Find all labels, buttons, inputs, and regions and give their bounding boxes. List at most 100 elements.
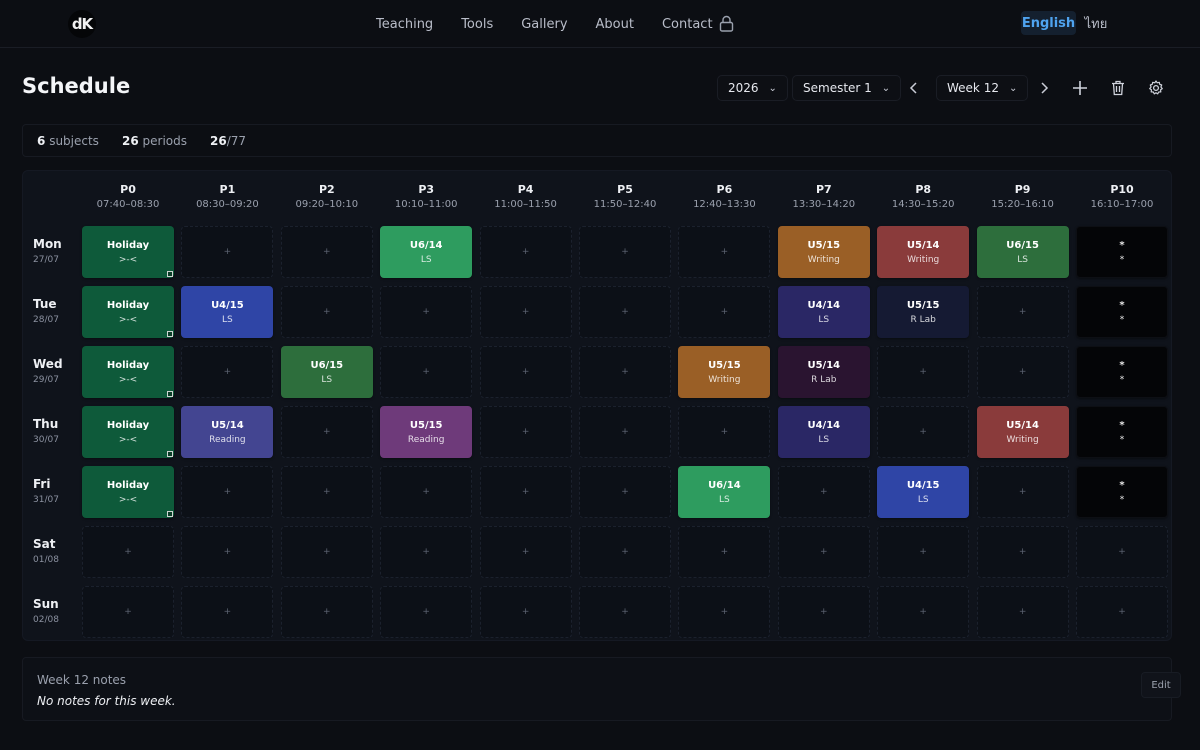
empty-cell-add[interactable]: + (380, 286, 473, 338)
empty-cell-add[interactable]: + (579, 406, 671, 458)
nav-link-contact[interactable]: Contact (661, 16, 713, 32)
schedule-cell[interactable]: * * (1076, 406, 1168, 458)
semester-select[interactable]: Semester 1 ⌄ (792, 75, 902, 101)
empty-cell-add[interactable]: + (82, 526, 174, 578)
schedule-cell[interactable]: U4/14 LS (777, 406, 870, 458)
empty-cell-add[interactable]: + (1076, 586, 1168, 638)
schedule-cell[interactable]: U5/14 Writing (976, 406, 1069, 458)
empty-cell-add[interactable]: + (479, 286, 572, 338)
nav-link-teaching[interactable]: Teaching (376, 16, 434, 32)
resize-handle-icon[interactable] (167, 331, 173, 337)
empty-cell-add[interactable]: + (280, 526, 373, 578)
empty-cell-add[interactable]: + (579, 226, 671, 278)
empty-cell-add[interactable]: + (579, 286, 671, 338)
resize-handle-icon[interactable] (167, 271, 173, 277)
nav-link-about[interactable]: About (595, 16, 634, 32)
schedule-cell[interactable]: U5/14 Reading (181, 406, 274, 458)
lang-thai-button[interactable]: ไทย (1084, 16, 1108, 32)
empty-cell-add[interactable]: + (877, 406, 970, 458)
empty-cell-add[interactable]: + (380, 526, 473, 578)
schedule-cell[interactable]: U4/15 LS (877, 466, 970, 518)
empty-cell-add[interactable]: + (976, 286, 1069, 338)
schedule-cell[interactable]: Holiday >-< (82, 346, 174, 398)
empty-cell-add[interactable]: + (479, 226, 572, 278)
schedule-cell[interactable]: Holiday >-< (82, 226, 174, 278)
empty-cell-add[interactable]: + (380, 586, 473, 638)
empty-cell-add[interactable]: + (181, 466, 274, 518)
schedule-cell[interactable]: * * (1076, 286, 1168, 338)
schedule-cell[interactable]: U5/14 Writing (877, 226, 970, 278)
site-logo[interactable]: dK (68, 10, 96, 38)
empty-cell-add[interactable]: + (777, 526, 870, 578)
empty-cell-add[interactable]: + (678, 406, 771, 458)
schedule-cell[interactable]: U4/14 LS (777, 286, 870, 338)
empty-cell-add[interactable]: + (579, 586, 671, 638)
empty-cell-add[interactable]: + (479, 526, 572, 578)
resize-handle-icon[interactable] (167, 391, 173, 397)
delete-button[interactable] (1108, 78, 1128, 98)
empty-cell-add[interactable]: + (280, 406, 373, 458)
empty-cell-add[interactable]: + (181, 346, 274, 398)
empty-cell-add[interactable]: + (479, 346, 572, 398)
lock-icon[interactable] (719, 15, 734, 32)
empty-cell-add[interactable]: + (976, 526, 1069, 578)
empty-cell-add[interactable]: + (280, 286, 373, 338)
empty-cell-add[interactable]: + (82, 586, 174, 638)
empty-cell-add[interactable]: + (579, 346, 671, 398)
schedule-cell[interactable]: U5/15 Writing (777, 226, 870, 278)
prev-week-button[interactable] (904, 78, 924, 98)
schedule-cell[interactable]: Holiday >-< (82, 406, 174, 458)
nav-link-gallery[interactable]: Gallery (521, 16, 568, 32)
empty-cell-add[interactable]: + (777, 586, 870, 638)
empty-cell-add[interactable]: + (479, 406, 572, 458)
settings-button[interactable] (1146, 78, 1166, 98)
schedule-cell[interactable]: U6/14 LS (380, 226, 473, 278)
empty-cell-add[interactable]: + (877, 526, 970, 578)
empty-cell-add[interactable]: + (976, 466, 1069, 518)
empty-cell-add[interactable]: + (678, 286, 771, 338)
empty-cell-add[interactable]: + (280, 586, 373, 638)
empty-cell-add[interactable]: + (1076, 526, 1168, 578)
empty-cell-add[interactable]: + (181, 226, 274, 278)
empty-cell-add[interactable]: + (976, 586, 1069, 638)
empty-cell-add[interactable]: + (777, 466, 870, 518)
year-select[interactable]: 2026 ⌄ (717, 75, 788, 101)
schedule-cell[interactable]: Holiday >-< (82, 466, 174, 518)
empty-cell-add[interactable]: + (181, 586, 274, 638)
empty-cell-add[interactable]: + (678, 226, 771, 278)
week-select[interactable]: Week 12 ⌄ (936, 75, 1029, 101)
empty-cell-add[interactable]: + (280, 226, 373, 278)
empty-cell-add[interactable]: + (479, 466, 572, 518)
empty-cell-add[interactable]: + (280, 466, 373, 518)
empty-cell-add[interactable]: + (976, 346, 1069, 398)
schedule-cell[interactable]: Holiday >-< (82, 286, 174, 338)
empty-cell-add[interactable]: + (181, 526, 274, 578)
next-week-button[interactable] (1034, 78, 1054, 98)
empty-cell-add[interactable]: + (479, 586, 572, 638)
empty-cell-add[interactable]: + (380, 346, 473, 398)
edit-notes-button[interactable]: Edit (1141, 672, 1181, 698)
empty-cell-add[interactable]: + (678, 586, 771, 638)
schedule-cell[interactable]: * * (1076, 346, 1168, 398)
empty-cell-add[interactable]: + (877, 586, 970, 638)
schedule-cell[interactable]: U6/14 LS (678, 466, 771, 518)
resize-handle-icon[interactable] (167, 511, 173, 517)
schedule-cell[interactable]: * * (1076, 226, 1168, 278)
schedule-cell[interactable]: U5/15 Reading (380, 406, 473, 458)
resize-handle-icon[interactable] (167, 451, 173, 457)
schedule-cell[interactable]: U6/15 LS (280, 346, 373, 398)
schedule-cell[interactable]: U4/15 LS (181, 286, 274, 338)
schedule-cell[interactable]: U5/15 R Lab (877, 286, 970, 338)
empty-cell-add[interactable]: + (877, 346, 970, 398)
schedule-cell[interactable]: U5/14 R Lab (777, 346, 870, 398)
schedule-cell[interactable]: U5/15 Writing (678, 346, 771, 398)
empty-cell-add[interactable]: + (579, 526, 671, 578)
empty-cell-add[interactable]: + (579, 466, 671, 518)
add-button[interactable] (1070, 78, 1090, 98)
nav-link-tools[interactable]: Tools (461, 16, 494, 32)
schedule-cell[interactable]: U6/15 LS (976, 226, 1069, 278)
empty-cell-add[interactable]: + (678, 526, 771, 578)
empty-cell-add[interactable]: + (380, 466, 473, 518)
schedule-cell[interactable]: * * (1076, 466, 1168, 518)
lang-english-button[interactable]: English (1021, 11, 1076, 35)
